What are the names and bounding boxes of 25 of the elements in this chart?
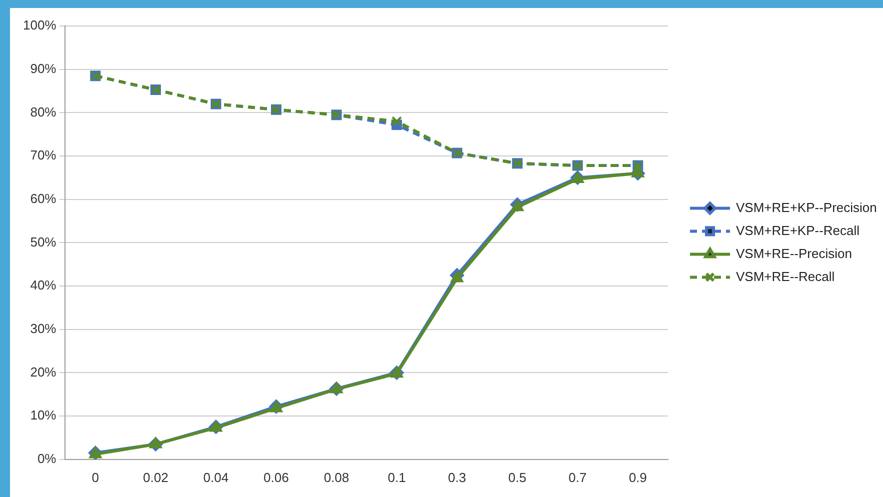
y-tick-label: 90% <box>30 60 57 76</box>
legend-label: VSM+RE--Precision <box>736 246 852 261</box>
legend-label: VSM+RE--Recall <box>736 268 835 284</box>
x-tick-label: 0.7 <box>568 470 587 485</box>
x-tick-label: 0.04 <box>203 470 229 485</box>
y-tick-label: 40% <box>30 278 57 293</box>
y-tick-label: 70% <box>30 148 57 163</box>
legend-label: VSM+RE+KP--Recall <box>736 222 860 238</box>
x-tick-label: 0.5 <box>508 470 526 485</box>
x-tick-label: 0.3 <box>448 470 466 485</box>
y-tick-label: 100% <box>23 18 57 33</box>
y-tick-label: 80% <box>30 104 57 120</box>
y-tick-label: 50% <box>30 234 57 250</box>
x-tick-label: 0.02 <box>143 470 168 485</box>
x-tick-label: 0.1 <box>388 470 406 485</box>
legend-label: VSM+RE+KP--Precision <box>736 200 877 215</box>
x-tick-label: 0 <box>92 470 100 485</box>
y-tick-label: 60% <box>30 190 57 206</box>
y-tick-label: 0% <box>37 450 57 466</box>
y-tick-label: 20% <box>30 364 57 380</box>
x-tick-label: 0.9 <box>628 470 647 485</box>
x-tick-label: 0.08 <box>324 470 350 485</box>
x-tick-label: 0.06 <box>264 470 289 485</box>
y-tick-label: 10% <box>30 408 57 423</box>
y-tick-label: 30% <box>30 320 57 336</box>
